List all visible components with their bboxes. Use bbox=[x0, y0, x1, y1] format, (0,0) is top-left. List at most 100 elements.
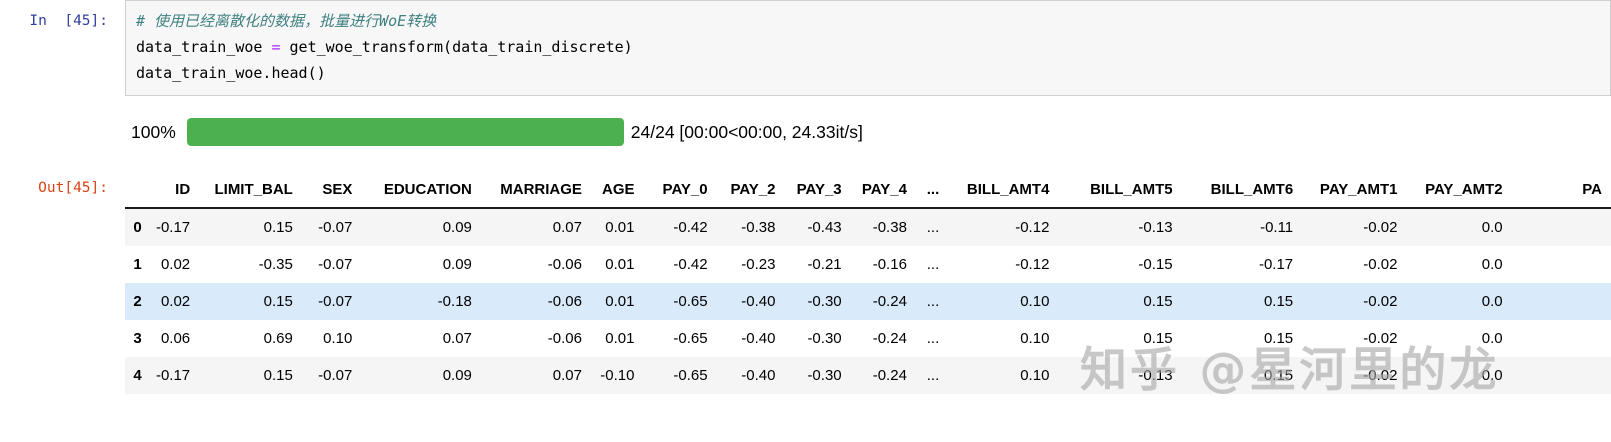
table-cell: ... bbox=[926, 330, 940, 347]
table-cell: -0.65 bbox=[673, 330, 708, 347]
row-index: 1 bbox=[133, 256, 142, 273]
table-cell: ... bbox=[926, 219, 940, 236]
table-cell: 0.15 bbox=[1263, 330, 1294, 347]
table-cell: 0.10 bbox=[1020, 330, 1050, 347]
table-cell: 0.0 bbox=[1481, 330, 1503, 347]
table-cell: 0.15 bbox=[263, 367, 293, 384]
table-cell: 0.01 bbox=[605, 330, 635, 347]
column-header: PAY_0 bbox=[643, 168, 717, 209]
code-line-head-call: data_train_woe.head() bbox=[136, 64, 326, 82]
dataframe-container: ID LIMIT_BAL SEX EDUCATION MARRIAGE AGE PAY_0 P… bbox=[125, 168, 1611, 394]
column-header: AGE bbox=[590, 168, 644, 209]
code-line-comment: # 使用已经离散化的数据，批量进行WoE转换 bbox=[136, 8, 1600, 34]
input-cell: In [45]: # 使用已经离散化的数据，批量进行WoE转换 data_tra… bbox=[0, 0, 1611, 96]
table-cell: -0.65 bbox=[673, 293, 708, 310]
table-cell: ... bbox=[926, 256, 940, 273]
column-header: PAY_AMT2 bbox=[1406, 168, 1512, 209]
column-header: PA bbox=[1511, 168, 1611, 209]
table-cell bbox=[1512, 357, 1611, 394]
table-cell: 0.02 bbox=[160, 256, 191, 273]
table-cell: -0.06 bbox=[547, 330, 582, 347]
table-cell: 0.09 bbox=[442, 256, 472, 273]
table-cell: 0.07 bbox=[442, 330, 472, 347]
table-cell: 0.01 bbox=[605, 293, 635, 310]
table-cell: 0.10 bbox=[1020, 367, 1050, 384]
table-cell: -0.07 bbox=[318, 219, 353, 236]
table-cell: -0.02 bbox=[1363, 330, 1398, 347]
row-index: 4 bbox=[133, 367, 142, 384]
code-comment: # 使用已经离散化的数据，批量进行WoE转换 bbox=[136, 12, 437, 30]
table-cell: -0.38 bbox=[741, 219, 776, 236]
table-row[interactable]: 3 0.06 0.69 0.10 0.07 -0.06 0.01 -0.65 -0.40 -0.3… bbox=[125, 320, 1611, 357]
table-cell: -0.40 bbox=[741, 293, 776, 310]
table-cell: -0.13 bbox=[1138, 367, 1173, 384]
column-header: SEX bbox=[301, 168, 362, 209]
column-header: PAY_2 bbox=[716, 168, 785, 209]
table-row[interactable]: 2 0.02 0.15 -0.07 -0.18 -0.06 0.01 -0.65 -0.40 -0… bbox=[125, 283, 1611, 320]
table-cell: -0.02 bbox=[1363, 219, 1398, 236]
table-row[interactable]: 4 -0.17 0.15 -0.07 0.09 0.07 -0.10 -0.65 -0.40 -0… bbox=[125, 357, 1611, 394]
progress-bar bbox=[186, 118, 624, 146]
table-cell: 0.10 bbox=[323, 330, 353, 347]
row-index: 2 bbox=[133, 293, 142, 310]
table-cell: -0.30 bbox=[807, 293, 842, 310]
table-cell: 0.0 bbox=[1481, 256, 1503, 273]
code-line-assignment: data_train_woe = get_woe_transform(data_… bbox=[136, 34, 1600, 60]
table-cell: -0.02 bbox=[1363, 293, 1398, 310]
table-cell: 0.15 bbox=[1263, 367, 1294, 384]
column-header: ... bbox=[915, 168, 949, 209]
table-cell bbox=[1512, 283, 1611, 320]
table-cell: 0.15 bbox=[263, 293, 293, 310]
table-cell: 0.0 bbox=[1481, 219, 1503, 236]
table-cell: ... bbox=[926, 367, 940, 384]
table-cell: 0.15 bbox=[263, 219, 293, 236]
code-rhs: get_woe_transform(data_train_discrete) bbox=[280, 38, 633, 56]
table-cell: -0.40 bbox=[741, 367, 776, 384]
table-cell: 0.06 bbox=[160, 330, 191, 347]
table-cell bbox=[1512, 208, 1611, 246]
column-header: BILL_AMT4 bbox=[948, 168, 1059, 209]
table-cell: 0.10 bbox=[1020, 293, 1050, 310]
code-lhs: data_train_woe bbox=[136, 38, 272, 56]
table-cell: -0.02 bbox=[1363, 367, 1398, 384]
table-cell: -0.23 bbox=[741, 256, 776, 273]
table-cell: ... bbox=[926, 293, 940, 310]
table-cell: -0.21 bbox=[807, 256, 842, 273]
table-cell: 0.15 bbox=[1143, 330, 1173, 347]
table-cell: -0.18 bbox=[437, 293, 472, 310]
column-header: ID bbox=[145, 168, 200, 209]
table-cell: -0.24 bbox=[872, 293, 907, 310]
table-cell: -0.13 bbox=[1138, 219, 1173, 236]
code-editor[interactable]: # 使用已经离散化的数据，批量进行WoE转换 data_train_woe = … bbox=[125, 0, 1611, 96]
table-cell: -0.07 bbox=[318, 256, 353, 273]
input-prompt: In [45]: bbox=[29, 13, 108, 29]
table-row[interactable]: 0 -0.17 0.15 -0.07 0.09 0.07 0.01 -0.42 -0.38 -0.… bbox=[125, 208, 1611, 246]
column-header: EDUCATION bbox=[361, 168, 481, 209]
table-cell: 0.09 bbox=[442, 219, 472, 236]
column-header: BILL_AMT5 bbox=[1058, 168, 1182, 209]
column-header: PAY_3 bbox=[784, 168, 851, 209]
table-cell: -0.12 bbox=[1015, 219, 1050, 236]
table-cell: -0.43 bbox=[807, 219, 842, 236]
table-cell: -0.15 bbox=[1138, 256, 1173, 273]
table-cell: 0.09 bbox=[442, 367, 472, 384]
row-index: 3 bbox=[133, 330, 142, 347]
table-cell: -0.40 bbox=[741, 330, 776, 347]
table-cell: -0.24 bbox=[872, 330, 907, 347]
table-cell: 0.02 bbox=[160, 293, 191, 310]
table-cell: -0.12 bbox=[1015, 256, 1050, 273]
table-row[interactable]: 1 0.02 -0.35 -0.07 0.09 -0.06 0.01 -0.42 -0.23 -0… bbox=[125, 246, 1611, 283]
output-cell: Out[45]: ID LIMIT_BAL SEX EDUCATION MARRIAGE… bbox=[0, 168, 1611, 394]
table-cell: 0.15 bbox=[1143, 293, 1173, 310]
table-cell: -0.42 bbox=[673, 256, 708, 273]
dataframe-table: ID LIMIT_BAL SEX EDUCATION MARRIAGE AGE PAY_0 P… bbox=[125, 168, 1611, 394]
table-cell: -0.07 bbox=[318, 367, 353, 384]
column-header: PAY_AMT1 bbox=[1302, 168, 1407, 209]
table-cell: 0.15 bbox=[1263, 293, 1294, 310]
table-cell: 0.0 bbox=[1481, 367, 1503, 384]
table-cell bbox=[1512, 320, 1611, 357]
table-cell: -0.30 bbox=[807, 367, 842, 384]
dataframe-header-row: ID LIMIT_BAL SEX EDUCATION MARRIAGE AGE PAY_0 P… bbox=[125, 168, 1611, 209]
table-cell: -0.06 bbox=[547, 256, 582, 273]
table-cell: 0.01 bbox=[605, 256, 635, 273]
